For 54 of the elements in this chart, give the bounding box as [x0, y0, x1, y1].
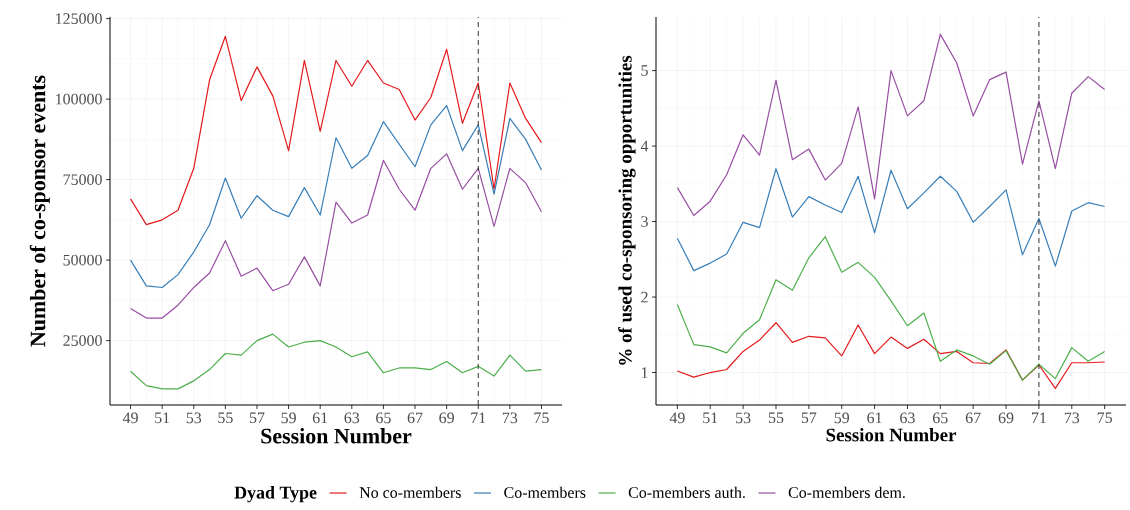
- y-axis-title: Number of co-sponsor events: [29, 75, 50, 347]
- x-tick-label: 63: [344, 412, 360, 424]
- x-tick-label: 75: [534, 412, 549, 424]
- line-series: [129, 153, 543, 319]
- legend-label: Co-members auth.: [628, 486, 745, 498]
- y-tick-label: 4: [640, 140, 649, 152]
- x-tick-label: 67: [407, 412, 423, 424]
- x-tick-label: 67: [965, 412, 981, 424]
- x-tick-label: 71: [1031, 412, 1046, 424]
- x-tick-label: 69: [998, 412, 1014, 424]
- line-series: [129, 35, 543, 226]
- line-series: [676, 322, 1106, 389]
- line-series: [676, 33, 1106, 217]
- x-tick-label: 59: [281, 412, 296, 424]
- x-tick-label: 73: [1064, 412, 1080, 424]
- x-tick-label: 71: [471, 412, 486, 424]
- x-tick-label: 57: [801, 412, 817, 424]
- x-tick-label: 73: [502, 412, 518, 424]
- y-tick-label: 125000: [56, 13, 102, 24]
- y-tick-label: 5: [641, 65, 648, 76]
- x-axis-title: Session Number: [261, 428, 412, 444]
- x-tick-label: 53: [186, 412, 202, 424]
- y-tick-label: 50000: [63, 254, 102, 266]
- x-tick-label: 65: [933, 412, 948, 424]
- x-tick-label: 63: [900, 412, 915, 424]
- y-tick-label: 75000: [63, 174, 102, 185]
- x-tick-label: 49: [122, 412, 138, 424]
- x-axis-title: Session Number: [826, 428, 957, 442]
- x-tick-label: 61: [312, 412, 328, 424]
- legend-label: Co-members: [504, 486, 586, 498]
- y-tick-label: 2: [641, 291, 648, 303]
- line-series: [676, 236, 1106, 381]
- x-tick-label: 49: [669, 412, 685, 424]
- x-tick-label: 57: [249, 412, 265, 424]
- y-axis-title: % of used co-sponsoring opportunities: [618, 55, 636, 365]
- legend-label: Co-members dem.: [788, 486, 905, 498]
- x-tick-label: 51: [703, 412, 718, 424]
- x-tick-label: 59: [834, 412, 850, 424]
- x-tick-label: 51: [155, 412, 170, 424]
- x-tick-label: 65: [376, 412, 391, 424]
- x-tick-label: 69: [439, 412, 454, 424]
- x-tick-label: 55: [768, 412, 784, 424]
- x-tick-label: 61: [867, 412, 882, 424]
- x-tick-label: 75: [1097, 412, 1112, 424]
- line-series: [129, 333, 543, 390]
- x-tick-label: 55: [218, 412, 233, 424]
- y-tick-label: 100000: [56, 93, 102, 105]
- y-tick-label: 1: [641, 367, 648, 378]
- y-tick-label: 3: [641, 216, 648, 227]
- legend-label: No co-members: [359, 486, 461, 498]
- legend-title: Dyad Type: [234, 486, 317, 503]
- line-series: [676, 168, 1106, 272]
- x-tick-label: 53: [736, 412, 751, 424]
- y-tick-label: 25000: [63, 335, 102, 346]
